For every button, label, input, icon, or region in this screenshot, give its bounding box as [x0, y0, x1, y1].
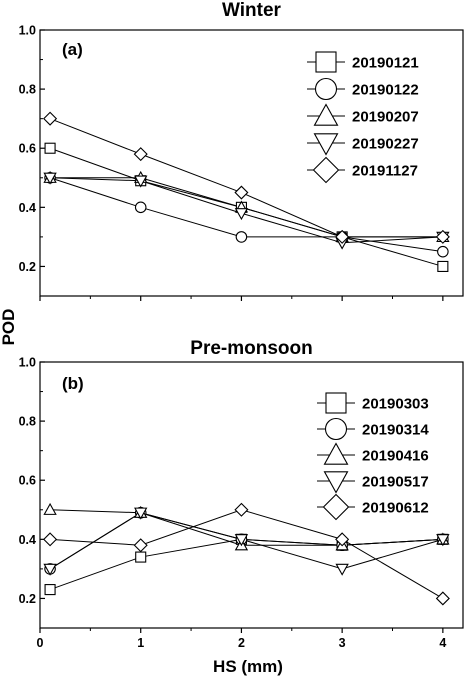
legend-entry: 20190416: [362, 448, 429, 465]
panel-label: (b): [62, 374, 84, 393]
data-point-20190227: [43, 172, 57, 185]
x-tick-label: 2: [238, 636, 245, 650]
data-point-20190612: [335, 532, 350, 547]
y-tick-label: 0.6: [19, 474, 36, 488]
legend: 20190121 20190122 20190207 20190227 20191127: [307, 51, 419, 184]
x-axis-label: HS (mm): [213, 657, 283, 676]
legend-entry: 20191127: [352, 163, 418, 180]
data-point-20190612: [234, 502, 249, 517]
x-tick-label: 0: [37, 636, 44, 650]
series-line-20190612: [50, 509, 444, 599]
y-tick-label: 0.8: [19, 415, 36, 429]
legend-marker-20190416: [323, 442, 349, 465]
series-line-20190303: [49, 538, 443, 591]
legend-marker-20190314: [324, 417, 348, 441]
data-point-20191127: [335, 229, 350, 244]
data-point-20190122: [235, 231, 248, 243]
y-tick-label: 0.2: [19, 592, 36, 606]
data-point-20190517: [134, 507, 148, 520]
data-point-20190517: [43, 563, 57, 576]
data-point-20190416: [43, 502, 57, 515]
legend-marker-20190122: [314, 77, 338, 101]
panel-label: (a): [62, 40, 83, 59]
y-tick-label: 1.0: [19, 24, 36, 38]
legend-marker-20191127: [312, 156, 340, 184]
legend-marker-20190227: [313, 133, 339, 156]
data-point-20191127: [133, 147, 148, 162]
data-point-20190122: [437, 245, 449, 258]
data-point-20190303: [135, 551, 147, 563]
y-tick-label: 1.0: [19, 356, 36, 370]
legend: 20190303 20190314 20190416 20190517 20190612: [317, 392, 429, 521]
legend-entry: 20190517: [362, 474, 429, 491]
panel-title: Pre-monsoon: [190, 338, 312, 359]
legend-entry: 20190227: [352, 136, 419, 153]
legend-marker-20190121: [315, 51, 337, 73]
x-tick-label: 1: [137, 636, 144, 650]
y-tick-label: 0.4: [19, 533, 36, 547]
y-tick-label: 0.4: [19, 201, 36, 215]
data-point-20190303: [44, 584, 56, 596]
data-point-20190517: [436, 534, 450, 547]
legend-entry: 20190303: [362, 396, 429, 413]
data-point-20191127: [234, 185, 249, 200]
y-tick-label: 0.6: [19, 142, 36, 156]
x-tick-label: 3: [339, 636, 346, 650]
legend-entry: 20190314: [362, 422, 429, 439]
data-point-20190517: [234, 534, 249, 547]
legend-marker-20190303: [325, 392, 347, 414]
legend-marker-20190207: [313, 103, 339, 126]
legend-entry: 20190612: [362, 500, 429, 517]
y-tick-label: 0.8: [19, 83, 36, 97]
y-tick-label: 0.2: [19, 260, 36, 274]
legend-marker-20190517: [323, 471, 349, 494]
legend-marker-20190612: [322, 493, 350, 521]
data-point-20190612: [43, 532, 58, 547]
x-tick-label: 4: [439, 636, 446, 650]
data-point-20190227: [234, 208, 249, 221]
legend-entry: 20190122: [352, 82, 419, 99]
data-point-20191127: [43, 111, 58, 126]
data-point-20190121: [437, 260, 449, 272]
data-point-20190612: [133, 538, 148, 553]
plot-frame: [39, 29, 464, 297]
data-point-20190517: [335, 563, 349, 576]
legend-entry: 20190207: [352, 109, 419, 126]
panel-winter: Winter (a) 0.2 0.4 0.6 0.8 1.0 20190121 20190122…: [19, 0, 464, 301]
data-point-20191127: [435, 229, 450, 244]
panel-pre-monsoon: Pre-monsoon (b) 0.2 0.4 0.6 0.8 1.0 0 1 2 3 4 201903…: [19, 338, 464, 650]
plot-frame: [39, 361, 464, 629]
panel-title: Winter: [222, 0, 282, 21]
legend-entry: 20190121: [352, 55, 419, 72]
data-point-20190227: [134, 175, 148, 188]
y-axis-label: POD: [0, 309, 18, 346]
data-point-20190612: [435, 591, 450, 606]
data-point-20190121: [44, 142, 56, 154]
data-point-20190122: [134, 201, 147, 214]
